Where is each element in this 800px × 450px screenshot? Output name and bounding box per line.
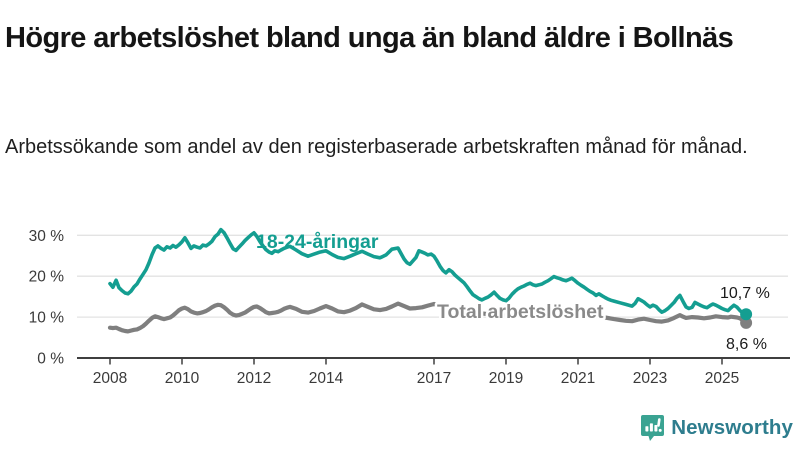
end-dot-total — [740, 316, 753, 329]
chart-subtitle: Arbetssökande som andel av den registerb… — [5, 136, 748, 158]
x-tick-label: 2023 — [633, 370, 667, 387]
x-tick-label: 2025 — [705, 370, 739, 387]
x-tick-label: 2019 — [489, 370, 523, 387]
end-value-label-total: 8,6 % — [726, 336, 767, 353]
end-dot-young — [740, 308, 753, 321]
x-tick-label: 2014 — [309, 370, 344, 387]
y-tick-label: 30 % — [29, 228, 65, 245]
bar-chart-speech-bubble-icon — [641, 415, 665, 441]
y-tick-label: 0 % — [37, 351, 64, 368]
series-line-total — [107, 301, 749, 334]
series-label-young: 18-24-åringar — [256, 230, 379, 253]
x-tick-label: 2021 — [561, 370, 595, 387]
page-title: Högre arbetslöshet bland unga än bland ä… — [5, 22, 734, 55]
unemployment-line-chart: 2008 2010 2012 2014 2017 2019 2021 2023 2025 0 % 1… — [29, 227, 790, 387]
x-tick-label: 2012 — [237, 370, 271, 387]
series-line-young — [108, 227, 748, 316]
series-label-total: Total arbetslöshet — [437, 301, 604, 323]
y-tick-label: 20 % — [29, 269, 65, 286]
newsworthy-logo-text: Newsworthy — [671, 415, 793, 439]
x-tick-label: 2008 — [93, 370, 127, 387]
x-tick-label: 2010 — [165, 370, 200, 387]
newsworthy-logo[interactable]: Newsworthy — [641, 414, 793, 441]
x-tick-label: 2017 — [417, 370, 451, 387]
y-tick-label: 10 % — [29, 310, 65, 327]
end-value-label-young: 10,7 % — [720, 285, 770, 302]
